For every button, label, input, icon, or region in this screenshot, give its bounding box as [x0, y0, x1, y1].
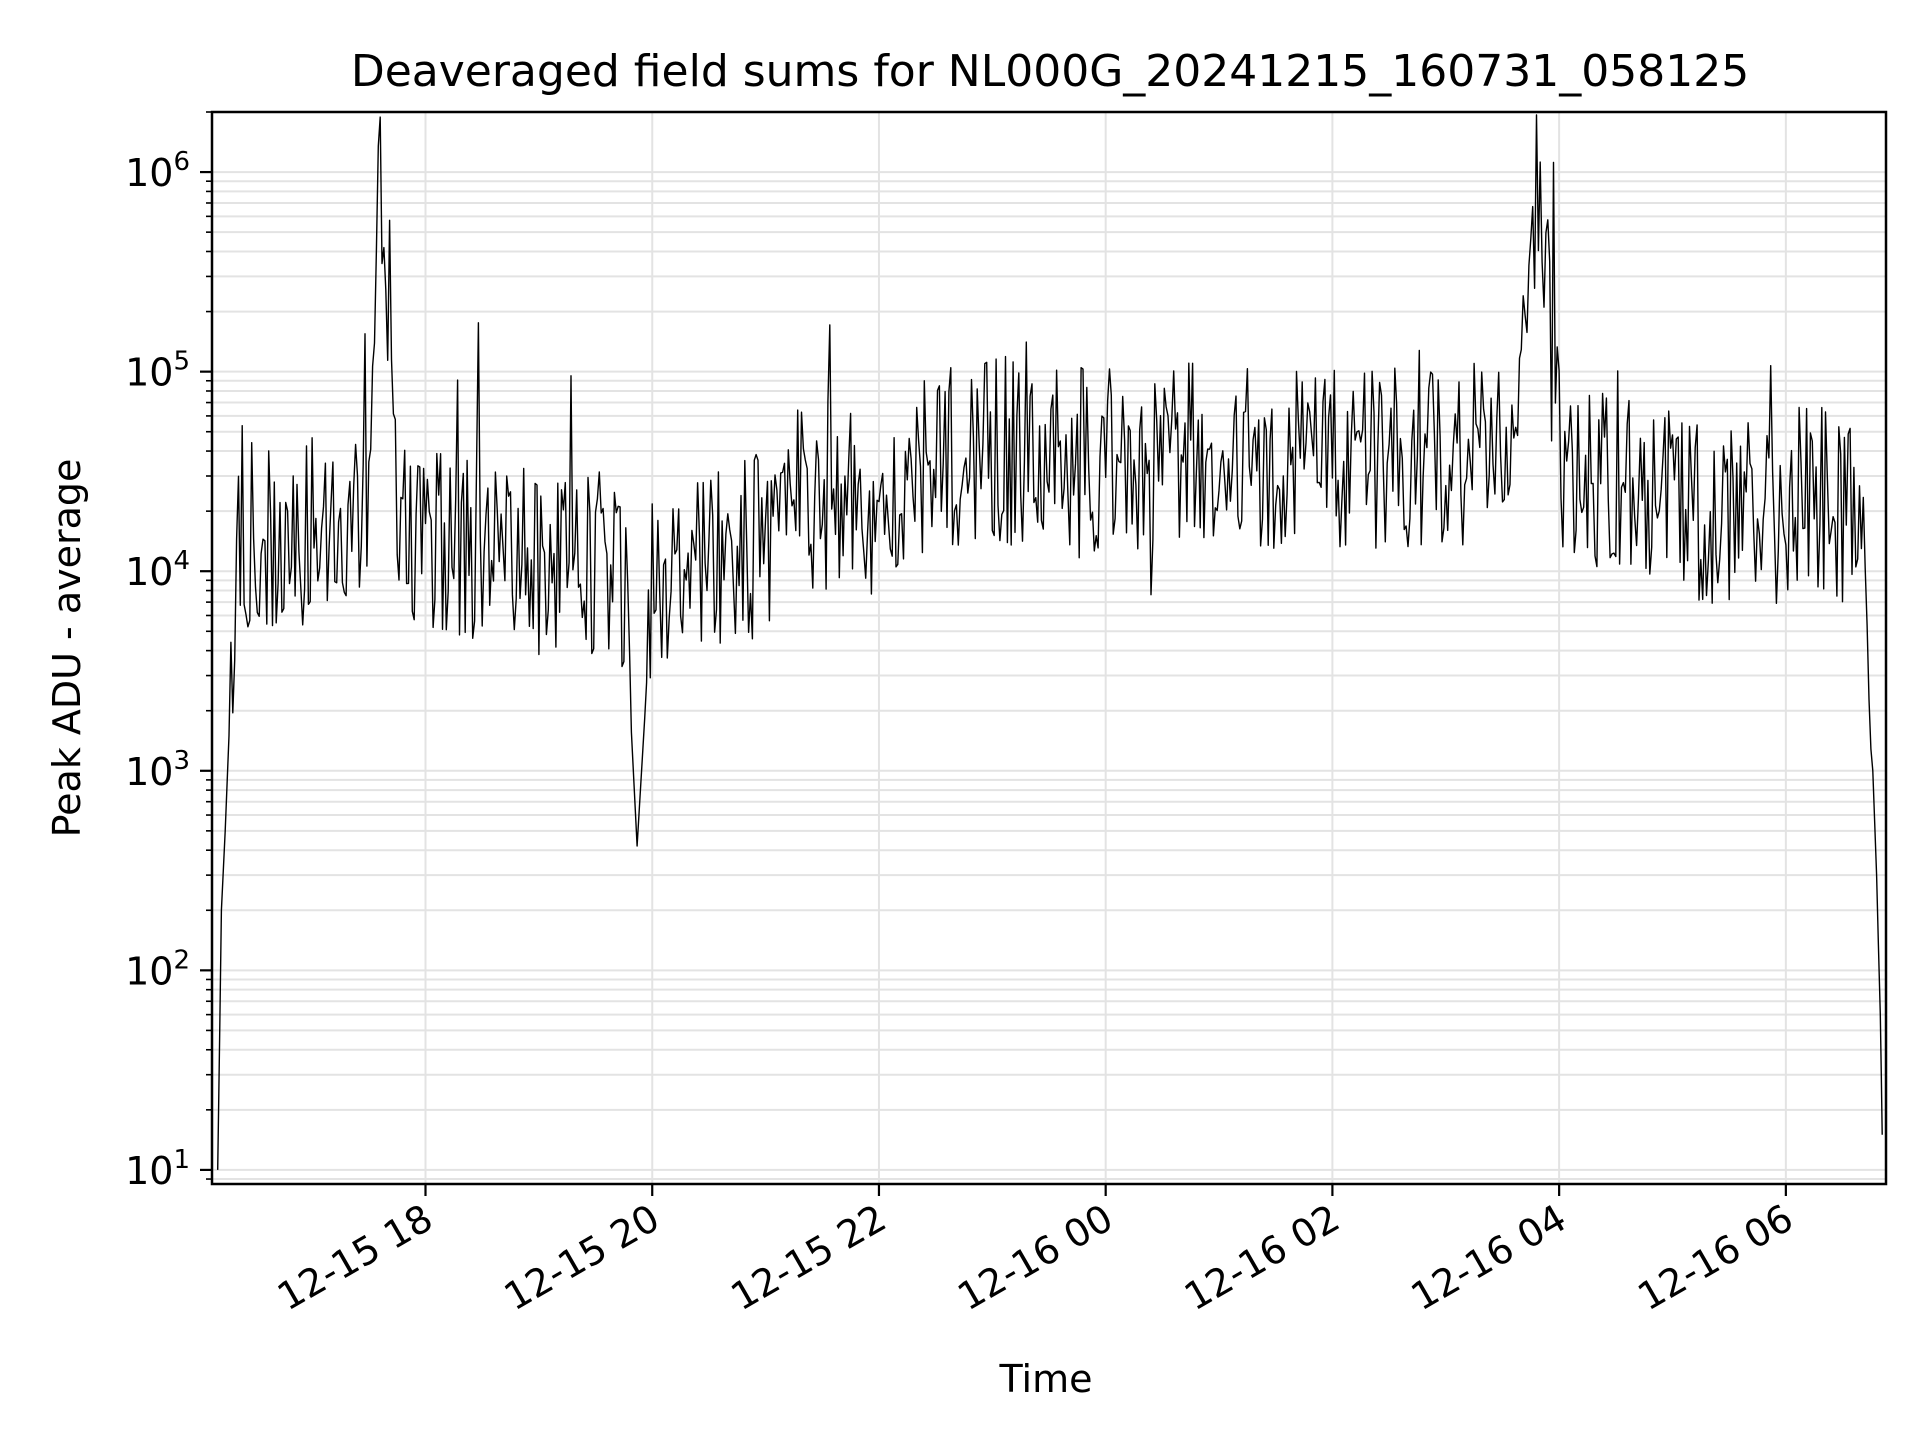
y-axis-label: Peak ADU - average: [45, 459, 89, 838]
x-axis-label: Time: [999, 1357, 1093, 1401]
y-tick-label: 102: [125, 945, 190, 993]
chart-title: Deaveraged field sums for NL000G_2024121…: [351, 46, 1749, 97]
series-polyline: [217, 114, 1883, 1170]
plot-frame: [210, 110, 1888, 1186]
series-line: [217, 114, 1883, 1170]
grid-lines: [212, 111, 1886, 1184]
y-tick-label: 103: [125, 746, 190, 794]
y-tick-label: 104: [125, 546, 190, 594]
y-tick-label: 105: [125, 347, 190, 395]
y-tick-label: 106: [125, 147, 190, 195]
y-tick-label: 101: [125, 1145, 190, 1193]
